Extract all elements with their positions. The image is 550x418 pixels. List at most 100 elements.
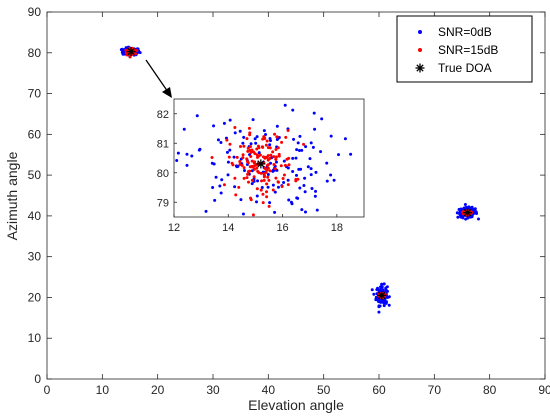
inset-point-snr0 xyxy=(242,135,246,139)
inset-point-snr15 xyxy=(248,169,252,173)
inset-point-snr15 xyxy=(264,170,268,174)
point-true-doa xyxy=(126,47,136,57)
inset-point-snr15 xyxy=(246,149,250,153)
x-tick-label: 30 xyxy=(206,383,220,397)
inset-point-snr15 xyxy=(258,153,262,157)
inset-point-snr15 xyxy=(245,137,249,141)
point-snr0 xyxy=(384,301,388,305)
inset-point-snr0 xyxy=(294,156,298,160)
point-snr0 xyxy=(473,209,477,213)
inset-point-snr0 xyxy=(313,194,317,198)
inset-point-snr15 xyxy=(286,183,290,187)
inset-point-snr0 xyxy=(300,148,304,152)
inset-point-snr15 xyxy=(251,213,255,217)
legend-item: SNR=15dB xyxy=(418,43,498,57)
point-snr0 xyxy=(376,286,380,290)
inset-point-snr0 xyxy=(302,184,306,188)
inset-point-snr0 xyxy=(309,173,313,177)
inset-point-snr0 xyxy=(195,114,199,118)
inset-x-tick-label: 16 xyxy=(276,222,288,234)
inset-point-snr15 xyxy=(253,152,257,156)
point-snr0 xyxy=(372,292,376,296)
inset-point-snr0 xyxy=(241,141,245,145)
inset-point-snr15 xyxy=(248,133,252,137)
inset-point-snr0 xyxy=(311,145,315,149)
inset-point-snr15 xyxy=(271,188,275,192)
inset-point-snr0 xyxy=(296,196,300,200)
inset-point-snr15 xyxy=(282,173,286,177)
inset-point-snr15 xyxy=(253,160,257,164)
inset-point-snr0 xyxy=(282,180,286,184)
point-snr0 xyxy=(385,285,389,289)
inset-point-snr0 xyxy=(212,124,216,128)
inset-point-snr15 xyxy=(246,161,250,165)
point-snr0 xyxy=(377,310,381,314)
inset-point-snr15 xyxy=(265,139,269,143)
point-snr0 xyxy=(463,203,467,207)
inset-point-snr0 xyxy=(306,165,310,169)
inset-point-snr15 xyxy=(273,167,277,171)
inset-point-snr0 xyxy=(228,148,232,152)
inset-point-snr0 xyxy=(218,184,222,188)
point-snr0 xyxy=(378,288,382,292)
point-snr0 xyxy=(380,282,384,286)
inset-point-snr0 xyxy=(250,182,254,186)
inset-point-snr0 xyxy=(294,173,298,177)
y-axis-label: Azimuth angle xyxy=(4,151,20,240)
inset-point-snr15 xyxy=(238,144,242,148)
inset-point-snr0 xyxy=(254,141,258,145)
inset-point-snr15 xyxy=(248,145,252,149)
x-tick-label: 50 xyxy=(317,383,331,397)
inset-y-tick-label: 82 xyxy=(157,109,169,121)
inset-point-snr0 xyxy=(216,138,220,142)
inset-point-snr0 xyxy=(329,173,333,177)
inset-point-snr15 xyxy=(255,187,259,191)
inset-point-snr15 xyxy=(241,156,245,160)
inset-point-snr15 xyxy=(259,171,263,175)
inset-point-snr0 xyxy=(319,150,323,154)
inset-point-snr0 xyxy=(309,141,313,145)
x-tick-label: 60 xyxy=(372,383,386,397)
inset-point-snr15 xyxy=(256,169,260,173)
inset-point-snr15 xyxy=(260,179,264,183)
inset-point-snr15 xyxy=(247,126,251,130)
point-snr0 xyxy=(370,288,374,292)
inset-point-snr0 xyxy=(282,159,286,163)
point-snr0 xyxy=(378,304,382,308)
inset-point-snr15 xyxy=(279,164,283,168)
point-snr0 xyxy=(382,282,386,286)
inset-point-snr15 xyxy=(280,184,284,188)
inset-point-snr15 xyxy=(296,177,300,181)
inset-point-snr0 xyxy=(314,170,318,174)
x-tick-label: 70 xyxy=(428,383,442,397)
inset-point-snr15 xyxy=(263,156,267,160)
inset-point-snr0 xyxy=(175,159,179,163)
inset-point-snr0 xyxy=(255,194,259,198)
inset-point-snr15 xyxy=(267,204,271,208)
point-snr0 xyxy=(379,300,383,304)
inset-point-snr15 xyxy=(276,180,280,184)
inset-point-snr15 xyxy=(294,179,298,183)
inset-point-snr15 xyxy=(264,143,268,147)
inset-point-snr15 xyxy=(266,175,270,179)
inset-point-snr0 xyxy=(292,137,296,141)
inset-point-snr15 xyxy=(261,192,265,196)
inset-point-snr0 xyxy=(304,145,308,149)
legend-label: SNR=15dB xyxy=(438,43,498,57)
main-data-points xyxy=(119,45,480,314)
inset-point-snr15 xyxy=(237,185,241,189)
x-tick-label: 10 xyxy=(96,383,110,397)
point-snr0 xyxy=(476,217,480,221)
inset-point-snr15 xyxy=(222,183,226,187)
inset-point-snr15 xyxy=(286,128,290,132)
inset-point-snr15 xyxy=(262,178,266,182)
inset-point-snr15 xyxy=(274,157,278,161)
inset-point-snr0 xyxy=(287,198,291,202)
inset-point-snr15 xyxy=(266,154,270,158)
inset-point-snr0 xyxy=(313,127,317,131)
inset-point-snr15 xyxy=(261,201,265,205)
inset-point-snr0 xyxy=(291,169,295,173)
inset-point-snr0 xyxy=(298,186,302,190)
legend: SNR=0dB SNR=15dB True DOA xyxy=(396,15,533,83)
inset-point-snr0 xyxy=(273,190,277,194)
